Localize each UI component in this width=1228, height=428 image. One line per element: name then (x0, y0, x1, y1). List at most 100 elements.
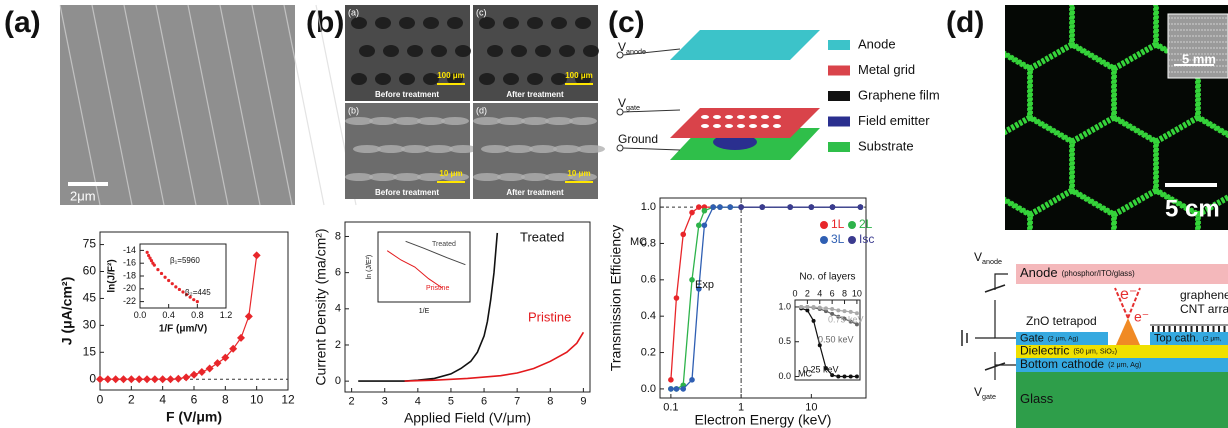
sem-pore (521, 173, 549, 181)
grid-hole (761, 124, 769, 128)
sem-pore (393, 173, 421, 181)
y-tick-label: 0.0 (641, 383, 656, 395)
sem-pore (375, 73, 391, 85)
data-point (836, 375, 840, 379)
sem-pore (417, 117, 445, 125)
sem-pore (399, 17, 415, 29)
sem-pore (479, 73, 495, 85)
figure: (a)(b)(c)(d)2μm(a)Before treatment100 μm… (0, 0, 1228, 428)
scale-bar-label: 5 mm (1182, 51, 1216, 66)
x-tick-label: 0.0 (134, 310, 147, 320)
x-tick-label: 6 (830, 288, 835, 298)
terminal-label: Vanode (974, 250, 1002, 266)
sem-pore (481, 145, 509, 153)
image-tag: (b) (348, 105, 359, 115)
terminal-label-symbol: V (974, 250, 982, 264)
legend-marker (820, 221, 828, 229)
sem-pore (551, 17, 567, 29)
image-caption: Before treatment (375, 188, 439, 197)
legend-swatch (828, 142, 850, 152)
series-label: Treated (432, 241, 456, 248)
y-tick-label: 0 (335, 375, 341, 387)
data-point (680, 386, 686, 392)
legend-label: 2L (859, 217, 873, 231)
data-point (689, 377, 695, 383)
terminal-label: Vgate (974, 385, 996, 401)
cnt (1207, 326, 1209, 332)
x-axis-label: Applied Field (V/μm) (404, 410, 531, 426)
plot-frame (378, 232, 470, 302)
data-point (156, 268, 159, 271)
y-tick-label: 0.4 (641, 310, 656, 322)
anode-layer (670, 30, 820, 60)
sem-pore (345, 117, 373, 125)
grid-hole (713, 115, 721, 119)
legend-label: 1L (831, 217, 845, 231)
sem-pore (359, 45, 375, 57)
y-tick-label: 0.0 (778, 371, 791, 381)
y-tick-label: -16 (123, 258, 136, 268)
layer-detail: (phosphor/ITO/glass) (1062, 269, 1135, 278)
cnt (1152, 326, 1154, 332)
cnt (1158, 326, 1160, 332)
cnt (1174, 326, 1176, 332)
terminal-label-symbol: V (974, 385, 982, 399)
terminal (617, 52, 623, 58)
sem-pore (527, 17, 543, 29)
annotation: MC (798, 368, 812, 378)
y-tick-label: 75 (83, 237, 97, 251)
plot-frame (140, 244, 226, 308)
sem-pore (447, 17, 463, 29)
image-caption: Before treatment (375, 90, 439, 99)
x-tick-label: 0.8 (191, 310, 204, 320)
sem-pore (399, 73, 415, 85)
wire (623, 148, 680, 150)
series-label: 0.50 keV (818, 334, 854, 344)
terminal-label-sub: gate (626, 103, 640, 112)
grid-hole (725, 124, 733, 128)
callout: graphene (1180, 288, 1228, 302)
data-point (696, 222, 702, 228)
image-tag: (c) (476, 7, 487, 17)
sem-pore (497, 173, 525, 181)
scale-bar (437, 181, 465, 183)
terminal-label-symbol: V (618, 96, 626, 110)
cnt (1191, 326, 1193, 332)
x-axis-label: F (V/μm) (166, 409, 222, 425)
data-point (830, 307, 834, 311)
legend-swatch (828, 91, 850, 101)
scale-bar (437, 83, 465, 85)
x-axis-label: 1/E (419, 308, 430, 315)
y-tick-label: 1.0 (641, 201, 656, 213)
x-tick-label: 12 (281, 392, 295, 406)
legend-label: Anode (858, 36, 896, 51)
sem-pore (369, 173, 397, 181)
y-tick-label: 4 (335, 303, 341, 315)
data-point (812, 305, 816, 309)
x-tick-label: 0 (97, 392, 104, 406)
grid-hole (737, 124, 745, 128)
annotation: MC (630, 236, 647, 248)
data-point (836, 308, 840, 312)
x-tick-label: 6 (191, 392, 198, 406)
legend-label: Substrate (858, 138, 914, 153)
sem-pore (577, 145, 605, 153)
data-point (668, 377, 674, 383)
series-label: Treated (520, 229, 564, 244)
grid-hole (701, 124, 709, 128)
sem-pore (545, 117, 573, 125)
sem-pore (407, 45, 423, 57)
sem-pore (369, 117, 397, 125)
grid-hole (713, 124, 721, 128)
sem-pore (559, 45, 575, 57)
data-point (738, 204, 744, 210)
series-label: Pristine (528, 309, 571, 324)
annotation: Exp (695, 279, 714, 291)
layer-detail: (2 μm, (1203, 335, 1222, 342)
callout: CNT arra (1180, 302, 1228, 316)
panel-label: (d) (946, 6, 984, 39)
x-axis-label: Electron Energy (keV) (695, 412, 832, 428)
sem-pore (423, 17, 439, 29)
data-point (174, 285, 177, 288)
y-axis-label: ln(J/F²) (107, 259, 118, 292)
